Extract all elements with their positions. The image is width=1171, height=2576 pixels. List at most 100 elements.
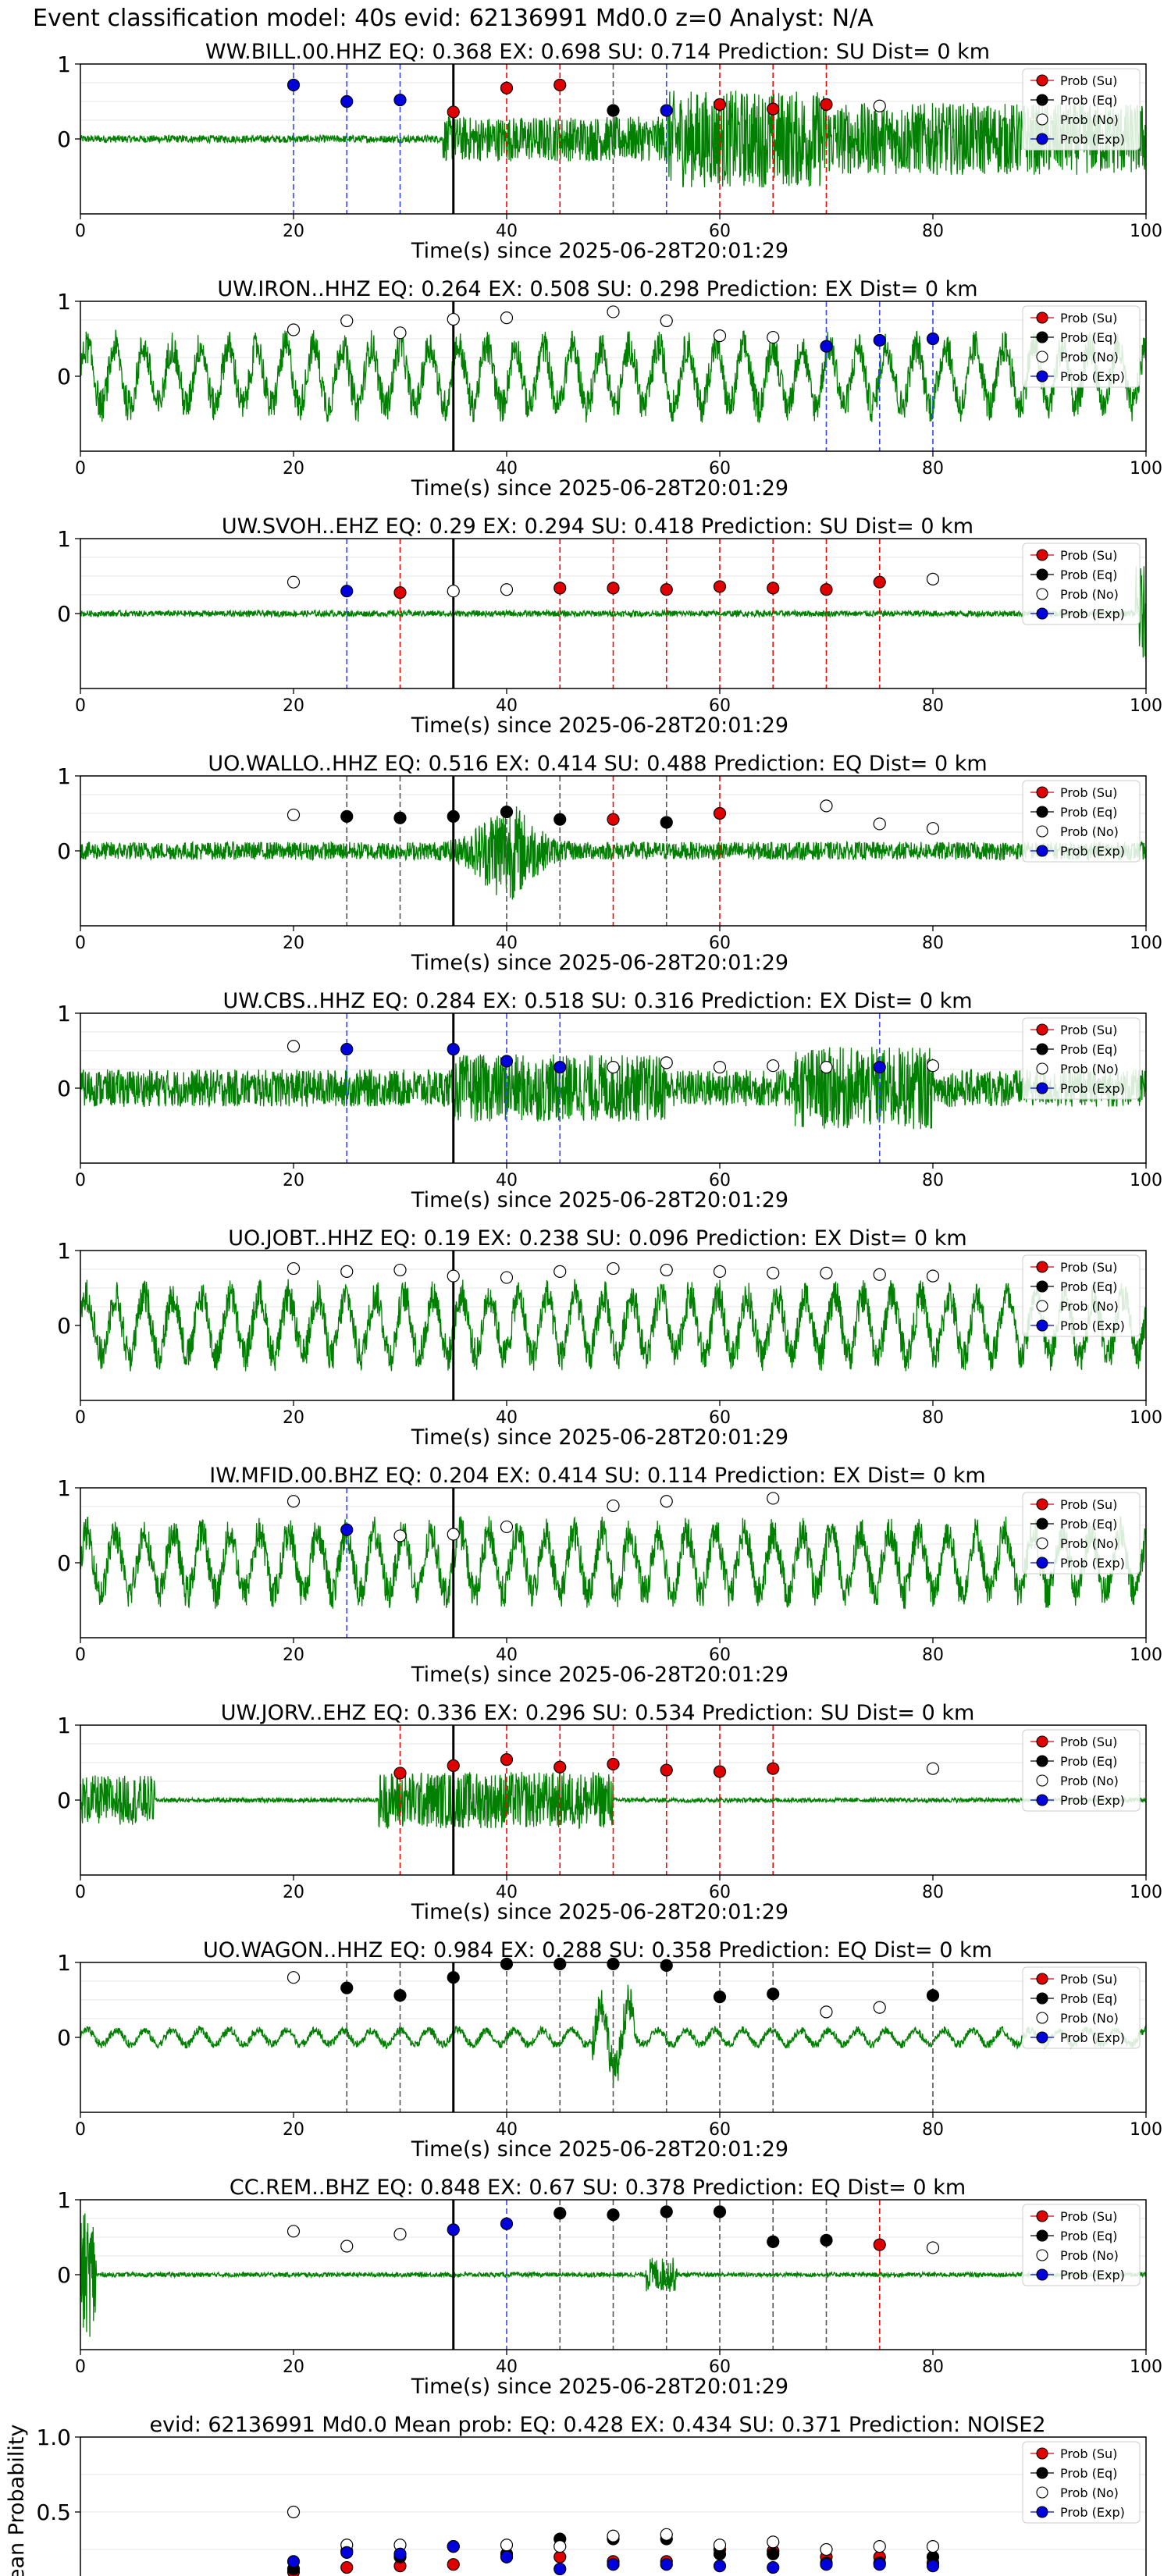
panel-4-legend-label-no: Prob (No) xyxy=(1060,824,1119,839)
panel-1-ytick-label-1: 1 xyxy=(57,52,71,77)
panel-2-legend-marker-no xyxy=(1036,350,1048,363)
panel-11-legend-label-su: Prob (Su) xyxy=(1060,2446,1117,2461)
panel-9-xtick-label-1: 20 xyxy=(283,2120,304,2140)
panel-7-point-5 xyxy=(607,1499,620,1513)
panel-1-point-8 xyxy=(713,98,727,111)
panel-3-point-8 xyxy=(713,580,727,593)
panel-6-legend-box xyxy=(1022,1254,1141,1337)
panel-10-ytick-label-1: 1 xyxy=(57,2187,71,2213)
panel-7-point-6 xyxy=(660,1495,673,1508)
panel-2-point-1 xyxy=(340,314,354,328)
panel-6-xtick-label-1: 20 xyxy=(283,1408,304,1428)
panel-6-point-8 xyxy=(713,1265,727,1278)
panel-6-legend-marker-eq xyxy=(1036,1280,1048,1293)
panel-4-legend-marker-su xyxy=(1036,786,1048,799)
panel-8-xtick-label-2: 40 xyxy=(496,1883,518,1902)
panel-6-xtick-label-2: 40 xyxy=(496,1408,518,1428)
panel-10-ytick-label-0: 0 xyxy=(57,2262,71,2288)
panel-4-point-6 xyxy=(607,813,620,826)
panel-6-point-6 xyxy=(607,1261,620,1276)
panel-3-xtick-label-5: 100 xyxy=(1130,696,1162,716)
panel-2-xtick-label-1: 20 xyxy=(283,459,304,479)
panel-3-point-11 xyxy=(873,575,886,589)
panel-10-legend-marker-exp xyxy=(1036,2268,1048,2281)
panel-6-legend-marker-no xyxy=(1036,1300,1048,1312)
panel-9-legend-box xyxy=(1022,1966,1141,2049)
panel-9-legend-label-su: Prob (Su) xyxy=(1060,1972,1117,1987)
panel-7-xtick-label-0: 0 xyxy=(75,1646,86,1665)
panel-4-point-11 xyxy=(926,822,940,835)
panel-8-xtick-label-3: 60 xyxy=(709,1883,731,1902)
panel-2-point-8 xyxy=(767,330,780,344)
panel-6-point-2 xyxy=(393,1263,407,1277)
panel-3-point-5 xyxy=(553,582,567,595)
panel-10-point-6 xyxy=(607,2208,620,2222)
panel-9-point-4 xyxy=(500,1957,514,1971)
panel-10-point-2 xyxy=(393,2228,407,2241)
panel-10-legend-box xyxy=(1022,2204,1141,2286)
panel-2-point-2 xyxy=(393,326,407,340)
panel-7-xtick-label-4: 80 xyxy=(922,1646,944,1665)
panel-3-xtick-label-4: 80 xyxy=(922,696,944,716)
panel-8-xtick-label-5: 100 xyxy=(1130,1883,1162,1902)
panel-4-xtick-label-5: 100 xyxy=(1130,934,1162,953)
panel-3-point-0 xyxy=(287,575,301,589)
panel-5: 0 20 40 60 80 100 0 1 UW.CBS..HHZ EQ: 0.284 EX: … xyxy=(57,989,1162,1212)
panel-1-point-10 xyxy=(820,98,833,111)
panel-11-ytick-label-2: 1.0 xyxy=(36,2425,71,2450)
panel-4-legend-label-eq: Prob (Eq) xyxy=(1060,805,1117,820)
panel-9-legend-label-eq: Prob (Eq) xyxy=(1060,1991,1117,2006)
panel-1-legend-marker-su xyxy=(1036,74,1048,87)
panel-5-xtick-label-5: 100 xyxy=(1130,1171,1162,1190)
panel-9-point-5 xyxy=(553,1957,567,1971)
panel-5-legend-label-su: Prob (Su) xyxy=(1060,1023,1117,1037)
panel-1-xtick-label-5: 100 xyxy=(1130,222,1162,241)
panel-10-legend-marker-no xyxy=(1036,2249,1048,2261)
panel-6-ytick-label-1: 1 xyxy=(57,1238,71,1264)
panel-3-title: UW.SVOH..EHZ EQ: 0.29 EX: 0.294 SU: 0.41… xyxy=(222,514,973,539)
panel-3-legend-marker-exp xyxy=(1036,607,1048,620)
panel-1-point-3 xyxy=(447,105,460,119)
panel-11-series-su-point-5 xyxy=(553,2550,567,2564)
panel-2-xtick-label-5: 100 xyxy=(1130,459,1162,479)
panel-10-point-12 xyxy=(926,2241,940,2254)
panel-11-series-eq-point-9 xyxy=(767,2547,780,2560)
panel-8-point-2 xyxy=(500,1753,514,1767)
panel-11-series-no-point-12 xyxy=(926,2540,940,2553)
panel-3-legend-label-no: Prob (No) xyxy=(1060,587,1119,602)
panel-4: 0 20 40 60 80 100 0 1 UO.WALLO..HHZ EQ: 0.516 EX… xyxy=(57,752,1162,975)
panel-1-xtick-label-3: 60 xyxy=(709,222,731,241)
panel-1-xlabel: Time(s) since 2025-06-28T20:01:29 xyxy=(411,239,788,263)
panel-11-series-exp-point-8 xyxy=(713,2560,727,2573)
panel-1-point-9 xyxy=(767,102,780,116)
panel-5-waveform xyxy=(80,1047,1146,1130)
panel-6-point-7 xyxy=(660,1263,673,1277)
panel-11-series-no-point-11 xyxy=(873,2540,886,2553)
panel-6-point-1 xyxy=(340,1265,354,1278)
panel-2-point-5 xyxy=(607,305,620,318)
panel-7-xtick-label-3: 60 xyxy=(709,1646,731,1665)
panel-5-legend-box xyxy=(1022,1017,1141,1100)
panel-6-point-3 xyxy=(447,1269,460,1283)
panel-7-point-4 xyxy=(500,1520,514,1534)
panel-5-point-8 xyxy=(767,1059,780,1073)
panel-11-legend-label-exp: Prob (Exp) xyxy=(1060,2505,1125,2520)
panel-5-point-9 xyxy=(820,1061,833,1074)
panel-1-xtick-label-1: 20 xyxy=(283,222,304,241)
panel-9-point-0 xyxy=(287,1971,301,1984)
panel-10-xtick-label-2: 40 xyxy=(496,2357,518,2377)
panel-11-series-no-point-10 xyxy=(820,2542,833,2556)
panel-4-point-5 xyxy=(553,813,567,826)
panel-11-plot-area xyxy=(80,2437,1146,2576)
panel-4-point-10 xyxy=(873,817,886,831)
panel-1-point-1 xyxy=(340,94,354,109)
panel-1-legend-label-su: Prob (Su) xyxy=(1060,73,1117,88)
panel-6-point-5 xyxy=(553,1265,567,1278)
panel-9-legend: Prob (Su) Prob (Eq) Prob (No) Prob (Exp) xyxy=(1022,1966,1141,2049)
panel-5-xtick-label-4: 80 xyxy=(922,1171,944,1190)
panel-11-ytick-label-0: 0.0 xyxy=(36,2574,71,2576)
panel-5-legend-label-eq: Prob (Eq) xyxy=(1060,1042,1117,1057)
panel-4-xtick-label-0: 0 xyxy=(75,934,86,953)
panel-5-point-0 xyxy=(287,1040,301,1053)
